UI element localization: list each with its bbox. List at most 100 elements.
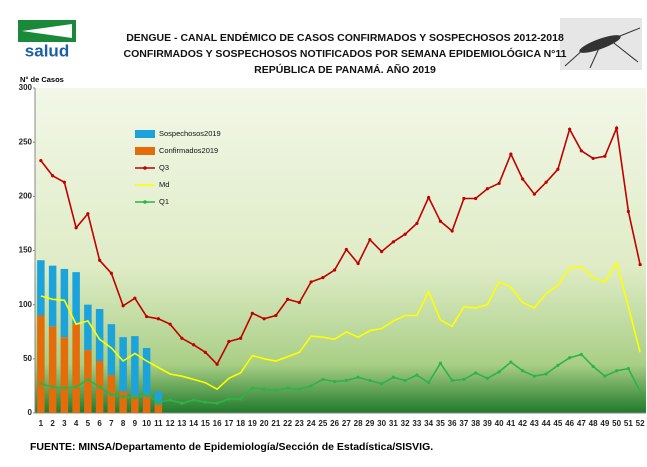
marker [556, 167, 560, 171]
line [40, 125, 641, 366]
marker [286, 386, 290, 390]
bar [37, 315, 45, 413]
x-tick-label: 5 [86, 419, 91, 428]
marker [192, 398, 196, 402]
bar [131, 395, 139, 413]
marker [297, 387, 301, 391]
marker [109, 271, 113, 275]
y-tick-label: 200 [19, 191, 33, 200]
chart-title: DENGUE - CANAL ENDÉMICO DE CASOS CONFIRM… [126, 31, 564, 44]
bar [72, 324, 80, 413]
legend-label: Q1 [159, 197, 169, 206]
x-tick-label: 28 [354, 419, 363, 428]
bar [48, 265, 57, 327]
marker [391, 375, 395, 379]
bar [37, 260, 45, 316]
line [40, 353, 641, 405]
marker [626, 366, 630, 371]
bar [48, 326, 57, 413]
marker [626, 209, 630, 214]
marker [274, 313, 278, 318]
marker [427, 381, 431, 385]
marker [39, 158, 43, 163]
marker [239, 336, 243, 340]
marker [438, 219, 442, 223]
marker [403, 378, 407, 383]
marker [215, 362, 219, 366]
x-tick-label: 10 [142, 419, 151, 428]
source-note: FUENTE: MINSA/Departamento de Epidemiolo… [30, 441, 433, 453]
marker [403, 232, 407, 236]
x-tick-label: 1 [39, 419, 44, 428]
logo: salud [18, 20, 76, 60]
marker [497, 181, 501, 185]
marker [380, 249, 384, 254]
marker [521, 177, 525, 181]
bar [131, 336, 139, 396]
marker [544, 372, 548, 376]
marker [391, 240, 395, 244]
legend-swatch [135, 147, 155, 155]
x-tick-label: 29 [365, 419, 374, 428]
x-tick-label: 11 [154, 419, 163, 428]
marker [309, 384, 313, 388]
logo-text: salud [25, 41, 69, 60]
x-tick-label: 49 [600, 419, 609, 428]
x-tick-label: 12 [166, 419, 175, 428]
marker [603, 374, 607, 378]
bar [60, 337, 69, 413]
bar [154, 404, 163, 413]
legend-label: Md [159, 180, 169, 189]
x-tick-label: 44 [542, 419, 551, 428]
bar [119, 391, 127, 413]
marker [297, 300, 301, 305]
marker [615, 126, 619, 130]
legend-swatch [135, 130, 155, 138]
marker [568, 356, 572, 360]
x-tick-label: 15 [201, 419, 210, 428]
marker [485, 376, 489, 380]
x-tick-label: 23 [295, 419, 304, 428]
marker [356, 375, 360, 379]
marker [250, 311, 254, 315]
legend-swatch [143, 166, 147, 170]
bar [154, 391, 163, 405]
y-tick-label: 250 [19, 137, 33, 146]
marker [450, 229, 454, 233]
x-tick-label: 2 [50, 419, 55, 428]
x-tick-label: 35 [436, 419, 445, 428]
marker [239, 397, 243, 401]
marker [192, 343, 196, 347]
marker [356, 261, 360, 266]
bar [84, 350, 92, 413]
chart-subtitle: REPÚBLICA DE PANAMÁ. AÑO 2019 [254, 63, 436, 76]
x-tick-label: 4 [74, 419, 79, 428]
bar [142, 348, 151, 397]
marker [591, 156, 595, 161]
x-tick-label: 43 [530, 419, 539, 428]
marker [603, 154, 607, 158]
x-tick-label: 32 [401, 419, 410, 428]
x-tick-label: 17 [224, 419, 233, 428]
y-tick-label: 150 [19, 246, 33, 255]
x-tick-label: 3 [62, 419, 67, 428]
y-axis-label: N° de Casos [20, 75, 64, 84]
bar [72, 272, 80, 325]
marker [509, 152, 513, 156]
x-tick-label: 24 [307, 419, 316, 428]
x-tick-label: 34 [424, 419, 433, 428]
marker [497, 370, 501, 374]
line [40, 260, 641, 391]
x-tick-label: 45 [553, 419, 562, 428]
marker [532, 192, 536, 196]
legend-swatch [143, 200, 147, 204]
x-tick-label: 39 [483, 419, 492, 428]
marker [427, 195, 431, 200]
x-tick-label: 40 [495, 419, 504, 428]
marker [74, 385, 78, 389]
marker [98, 385, 102, 389]
marker [474, 196, 478, 201]
marker [262, 387, 266, 391]
marker [591, 364, 595, 369]
